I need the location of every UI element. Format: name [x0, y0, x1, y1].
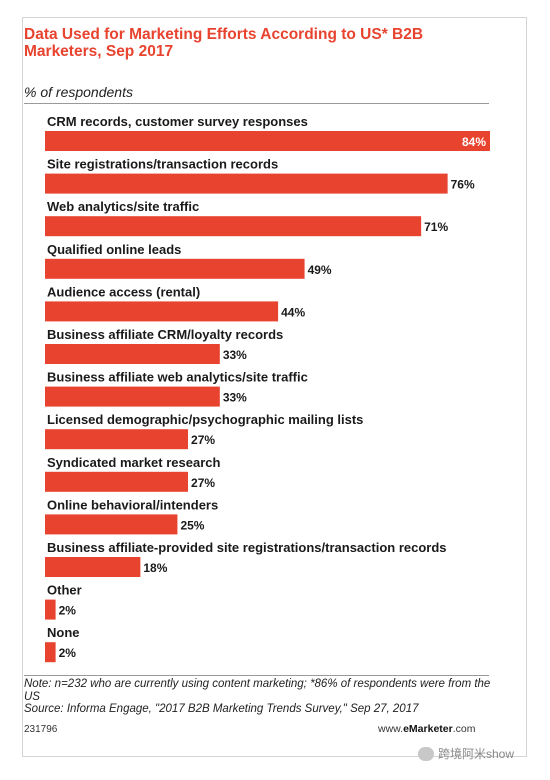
category-label: Site registrations/transaction records	[47, 157, 278, 172]
value-label: 33%	[223, 348, 247, 362]
value-label: 2%	[59, 646, 77, 660]
value-label: 27%	[191, 433, 215, 447]
category-label: None	[47, 625, 80, 640]
watermark-text: 跨境阿米show	[438, 747, 515, 761]
value-label: 33%	[223, 391, 247, 405]
bar	[45, 386, 220, 407]
value-label: 49%	[308, 263, 332, 277]
category-label: Syndicated market research	[47, 455, 220, 470]
bar	[45, 173, 448, 194]
bar	[45, 216, 422, 237]
value-label: 84%	[462, 135, 486, 149]
bar	[45, 131, 490, 151]
bar	[45, 344, 220, 364]
brand-prefix: www.	[378, 723, 404, 735]
category-label: Business affiliate-provided site registr…	[47, 540, 447, 555]
category-label: Business affiliate CRM/loyalty records	[47, 327, 283, 342]
category-label: CRM records, customer survey responses	[47, 114, 308, 129]
bar	[45, 429, 189, 450]
bar	[45, 258, 305, 279]
bar	[45, 557, 141, 577]
category-label: Qualified online leads	[47, 242, 181, 257]
category-label: Online behavioral/intenders	[47, 497, 218, 512]
brand-link[interactable]: www.eMarketer.com	[378, 723, 475, 735]
wechat-icon	[418, 746, 434, 761]
note-text: Note: n=232 who are currently using cont…	[24, 678, 491, 703]
brand-name: eMarketer	[403, 723, 453, 735]
source-text: Source: Informa Engage, "2017 B2B Market…	[24, 703, 419, 715]
bar	[45, 642, 56, 663]
chart-footnote: Note: n=232 who are currently using cont…	[24, 678, 494, 716]
brand-suffix: .com	[452, 723, 476, 735]
value-label: 44%	[281, 305, 305, 319]
value-label: 27%	[191, 476, 215, 490]
value-label: 2%	[59, 604, 77, 618]
chart-id: 231796	[24, 724, 58, 735]
bottom-divider	[24, 675, 489, 676]
bar	[45, 514, 178, 535]
category-label: Business affiliate web analytics/site tr…	[47, 370, 308, 385]
value-label: 25%	[180, 518, 204, 532]
bar	[45, 471, 189, 492]
watermark: 跨境阿米show	[418, 745, 514, 762]
category-label: Audience access (rental)	[47, 284, 200, 299]
bar	[45, 301, 279, 322]
top-divider	[24, 103, 489, 104]
value-label: 76%	[451, 178, 475, 192]
chart-title: Data Used for Marketing Efforts Accordin…	[24, 26, 424, 60]
category-label: Other	[47, 583, 82, 598]
bar	[45, 599, 56, 620]
chart-subtitle: % of respondents	[24, 84, 133, 100]
value-label: 18%	[143, 561, 167, 575]
value-label: 71%	[424, 220, 448, 234]
category-label: Licensed demographic/psychographic maili…	[47, 412, 363, 427]
category-label: Web analytics/site traffic	[47, 199, 199, 214]
